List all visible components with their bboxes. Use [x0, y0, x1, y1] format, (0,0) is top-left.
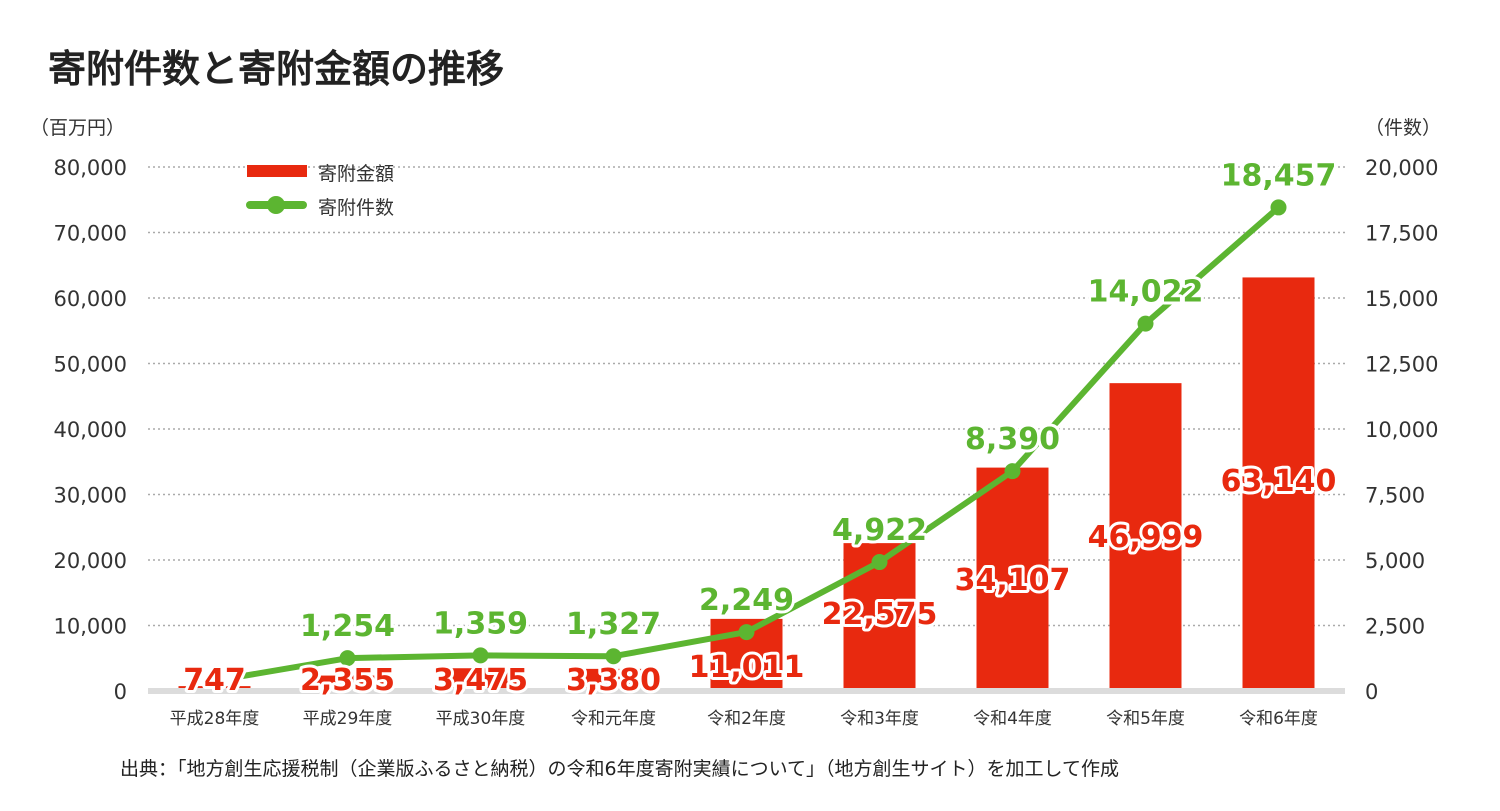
left-tick-label: 50,000 — [54, 353, 127, 377]
bar — [577, 668, 650, 691]
line-value-label: 1,254 — [300, 609, 395, 644]
legend-bar-swatch — [247, 165, 307, 177]
line-marker — [871, 554, 888, 571]
bar — [311, 675, 384, 691]
bar-value-label: 11,011 — [689, 650, 805, 685]
line-marker — [1270, 199, 1287, 216]
line-marker — [605, 648, 622, 665]
right-tick-label: 10,000 — [1365, 418, 1438, 442]
chart-title: 寄附件数と寄附金額の推移 — [48, 47, 504, 91]
category-label: 平成30年度 — [436, 709, 526, 729]
right-axis-label: （件数） — [1365, 117, 1441, 139]
line-marker — [339, 650, 356, 667]
line-value-label: 4,922 — [832, 513, 927, 548]
bar-value-label: 2,355 — [300, 663, 395, 698]
right-tick-label: 17,500 — [1365, 222, 1438, 246]
source-note: 出典：「地方創生応援税制（企業版ふるさと納税）の令和6年度寄附実績について」（地… — [120, 758, 1119, 780]
category-label: 令和3年度 — [840, 709, 919, 729]
left-tick-label: 0 — [114, 680, 127, 704]
left-axis-label: （百万円） — [30, 117, 125, 139]
left-tick-label: 70,000 — [54, 222, 127, 246]
right-tick-label: 2,500 — [1365, 615, 1425, 639]
bar-value-label: 747 — [183, 663, 246, 698]
left-tick-label: 80,000 — [54, 156, 127, 180]
bar — [1109, 383, 1182, 691]
legend-bar-label: 寄附金額 — [318, 163, 394, 185]
left-tick-label: 30,000 — [54, 484, 127, 508]
line-marker — [472, 647, 489, 664]
category-label: 令和2年度 — [707, 709, 786, 729]
bar-value-label: 3,475 — [433, 663, 528, 698]
line-marker — [1137, 315, 1154, 332]
bar-value-label: 46,999 — [1088, 520, 1204, 555]
category-label: 平成29年度 — [303, 709, 393, 729]
bar-value-label: 22,575 — [822, 597, 938, 632]
category-label: 令和4年度 — [973, 709, 1052, 729]
bar — [976, 467, 1049, 691]
bar — [1242, 277, 1315, 691]
baseline — [148, 688, 1345, 694]
right-tick-label: 12,500 — [1365, 353, 1438, 377]
category-label: 令和元年度 — [571, 709, 656, 729]
left-tick-label: 40,000 — [54, 418, 127, 442]
line-value-label: 2,249 — [699, 583, 794, 618]
bar-value-label: 63,140 — [1221, 464, 1337, 499]
left-tick-label: 20,000 — [54, 549, 127, 573]
line-value-label: 1,359 — [433, 606, 528, 641]
bar-value-label: 3,380 — [566, 663, 661, 698]
line-value-label: 14,022 — [1088, 275, 1204, 310]
legend-line-marker — [267, 196, 285, 214]
line-marker — [738, 624, 755, 641]
right-tick-label: 20,000 — [1365, 156, 1438, 180]
right-tick-label: 5,000 — [1365, 549, 1425, 573]
bar-value-label: 34,107 — [955, 563, 1071, 598]
bar — [444, 668, 517, 691]
category-label: 平成28年度 — [170, 709, 260, 729]
right-tick-label: 15,000 — [1365, 287, 1438, 311]
left-tick-label: 60,000 — [54, 287, 127, 311]
legend-line-label: 寄附件数 — [318, 197, 394, 219]
line-value-label: 8,390 — [965, 422, 1060, 457]
right-tick-label: 7,500 — [1365, 484, 1425, 508]
legend: 寄附金額 寄附件数 — [246, 163, 394, 219]
right-tick-label: 0 — [1365, 680, 1378, 704]
line-value-label: 18,457 — [1221, 158, 1337, 193]
line-marker — [1004, 463, 1021, 480]
left-tick-label: 10,000 — [54, 615, 127, 639]
category-label: 令和5年度 — [1106, 709, 1185, 729]
category-label: 令和6年度 — [1239, 709, 1318, 729]
line-value-label: 1,327 — [566, 607, 661, 642]
